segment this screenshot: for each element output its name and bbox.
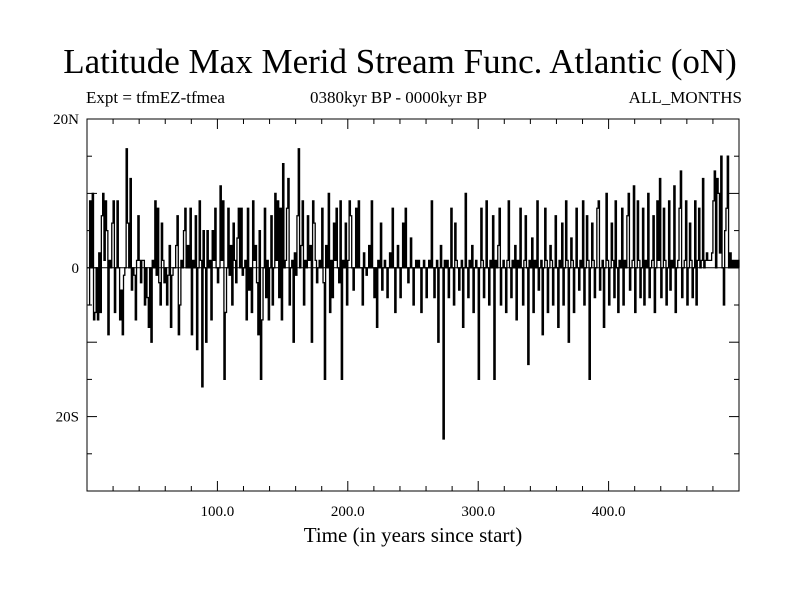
months-label: ALL_MONTHS [628,88,742,107]
x-axis-label: Time (in years since start) [304,523,523,547]
y-tick-label: 20S [56,410,79,426]
experiment-label: Expt = tfmEZ-tfmea [86,88,225,107]
ticks-layer: 100.0 200.0 300.0 400.0 20N 0 20S [53,112,739,520]
series-layer [87,148,740,440]
x-tick-label: 300.0 [461,504,495,520]
x-tick-label: 400.0 [592,504,626,520]
series-line [88,148,740,440]
y-tick-label: 0 [72,261,80,277]
chart-title: Latitude Max Merid Stream Func. Atlantic… [63,42,737,81]
x-tick-label: 100.0 [201,504,235,520]
time-range-label: 0380kyr BP - 0000kyr BP [310,88,487,107]
y-tick-label: 20N [53,112,79,128]
x-tick-label: 200.0 [331,504,365,520]
